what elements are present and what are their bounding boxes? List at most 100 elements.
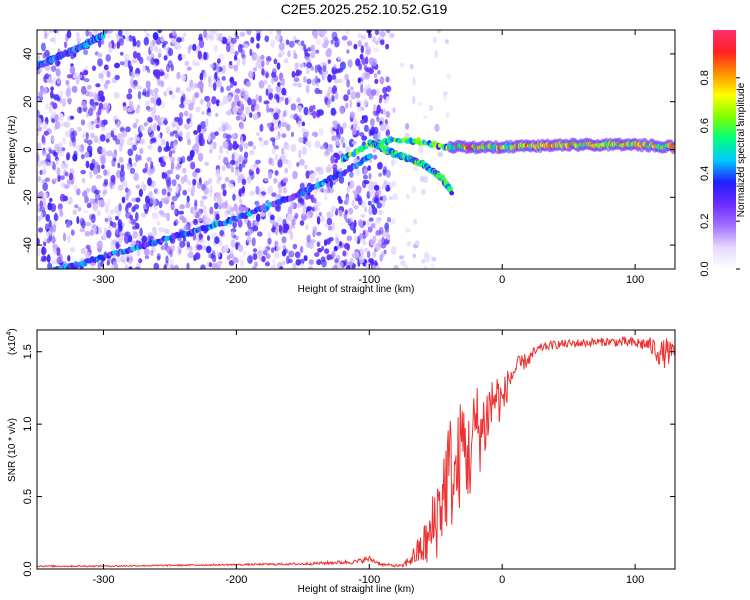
- spectrogram-track-cell: [672, 144, 675, 150]
- spectrogram-noise-cell: [320, 215, 325, 223]
- spectrogram-noise-cell: [382, 108, 387, 115]
- spectrogram-noise-cell: [100, 155, 106, 165]
- spectrogram-noise-cell: [217, 260, 223, 265]
- spectrogram-noise-cell: [271, 192, 277, 197]
- spectrogram-noise-cell: [134, 266, 141, 269]
- spectrogram-noise-cell: [331, 31, 338, 40]
- snr-axes: -300 -200 -100 0 100 0.0 0.5 1.0 1.5: [22, 330, 675, 586]
- spectrogram-noise-cell: [365, 56, 369, 65]
- spectrogram-noise-cell: [55, 158, 59, 165]
- spectrogram-noise-cell: [432, 36, 438, 44]
- spectrogram-noise-cell: [339, 106, 345, 115]
- spectrogram-noise-cell: [93, 225, 97, 235]
- y-tick-label: -20: [22, 189, 34, 205]
- spectrogram-noise-cell: [142, 168, 148, 174]
- spectrogram-noise-cell: [328, 144, 333, 149]
- spectrogram-noise-cell: [303, 255, 308, 262]
- spectrogram-noise-cell: [186, 86, 192, 93]
- spectrogram-noise-cell: [45, 214, 50, 222]
- spectrogram-noise-cell: [43, 86, 48, 96]
- spectrogram-noise-cell: [44, 103, 50, 110]
- spectrogram-noise-cell: [303, 132, 309, 139]
- spectrogram-noise-cell: [373, 126, 379, 134]
- spectrogram-noise-cell: [279, 266, 284, 269]
- spectrogram-noise-cell: [437, 151, 444, 158]
- spectrogram-noise-cell: [148, 191, 153, 199]
- spectrogram-noise-cell: [170, 161, 175, 171]
- spectrogram-noise-cell: [204, 95, 211, 102]
- spectrogram-noise-cell: [46, 254, 51, 263]
- spectrogram-noise-cell: [96, 199, 102, 205]
- spectrogram-noise-cell: [53, 151, 58, 157]
- spectrogram-noise-cell: [63, 41, 68, 49]
- spectrogram-noise-cell: [147, 232, 153, 237]
- spectrogram-noise-cell: [334, 91, 339, 100]
- spectrogram-noise-cell: [299, 245, 304, 254]
- spectrogram-noise-cell: [255, 213, 261, 222]
- spectrogram-noise-cell: [126, 138, 132, 146]
- spectrogram-noise-cell: [39, 200, 43, 208]
- spectrogram-noise-cell: [308, 259, 314, 265]
- spectrogram-noise-cell: [269, 126, 275, 132]
- spectrogram-noise-cell: [209, 132, 216, 140]
- spectrogram-noise-cell: [287, 206, 293, 215]
- spectrogram-noise-cell: [278, 186, 283, 195]
- spectrogram-noise-cell: [345, 30, 349, 36]
- spectrogram-track-cell: [36, 274, 41, 279]
- spectrogram-noise-cell: [146, 156, 152, 163]
- spectrogram-noise-cell: [208, 177, 212, 185]
- spectrogram-noise-cell: [363, 248, 370, 253]
- spectrogram-noise-cell: [363, 124, 369, 132]
- spectrogram-noise-cell: [307, 140, 312, 148]
- spectrogram-noise-cell: [351, 200, 355, 207]
- spectrogram-noise-cell: [90, 266, 95, 269]
- spectrogram-noise-cell: [328, 187, 334, 194]
- spectrogram-noise-cell: [326, 99, 331, 108]
- spectrogram-noise-cell: [206, 235, 211, 241]
- spectrogram-noise-cell: [217, 36, 223, 42]
- spectrogram-noise-cell: [55, 68, 61, 77]
- spectrogram-noise-cell: [150, 137, 157, 143]
- spectrogram-noise-cell: [310, 51, 316, 59]
- spectrogram-noise-cell: [300, 262, 304, 269]
- spectrogram-noise-cell: [158, 210, 165, 215]
- spectrogram-noise-cell: [315, 166, 322, 172]
- spectrogram-noise-cell: [93, 135, 99, 144]
- x-tick-label: 0: [499, 274, 505, 286]
- spectrogram-noise-cell: [37, 55, 41, 61]
- spectrogram-noise-cell: [331, 95, 335, 102]
- spectrogram-noise-cell: [147, 116, 153, 123]
- spectrogram-noise-cell: [380, 123, 386, 132]
- spectrogram-noise-cell: [318, 89, 323, 95]
- spectrogram-noise-cell: [184, 123, 190, 130]
- spectrogram-noise-cell: [163, 90, 167, 97]
- spectrogram-noise-cell: [294, 212, 299, 219]
- spectrogram-noise-cell: [382, 86, 388, 94]
- spectrogram-noise-cell: [188, 102, 194, 111]
- x-tick-label: -300: [92, 574, 114, 586]
- spectrogram-noise-cell: [437, 30, 441, 34]
- spectrogram-noise-cell: [258, 137, 263, 142]
- spectrogram-noise-cell: [230, 239, 236, 248]
- spectrogram-noise-cell: [124, 187, 129, 193]
- spectrogram-noise-cell: [118, 156, 124, 163]
- spectrogram-noise-cell: [134, 136, 140, 142]
- spectrogram-noise-cell: [374, 262, 379, 267]
- spectrogram-noise-cell: [90, 132, 95, 139]
- spectrogram-noise-cell: [145, 195, 150, 204]
- spectrogram-noise-cell: [179, 240, 186, 248]
- spectrogram-noise-cell: [175, 185, 179, 194]
- snr-panel: -300 -200 -100 0 100 0.0 0.5 1.0 1.5 Height of s…: [6, 328, 676, 595]
- spectrogram-noise-cell: [326, 254, 332, 261]
- spectrogram-noise-cell: [165, 126, 171, 135]
- spectrogram-noise-cell: [431, 263, 435, 268]
- spectrogram-noise-cell: [194, 252, 201, 260]
- spectrogram-noise-cell: [348, 138, 355, 148]
- spectrogram-noise-cell: [181, 53, 186, 60]
- spectrogram-noise-cell: [346, 49, 350, 54]
- spectrogram-noise-cell: [124, 264, 129, 269]
- spectrogram-noise-cell: [157, 30, 163, 34]
- spectrogram-noise-cell: [378, 209, 384, 215]
- spectrogram-noise-cell: [192, 218, 199, 226]
- spectrogram-noise-cell: [168, 48, 174, 57]
